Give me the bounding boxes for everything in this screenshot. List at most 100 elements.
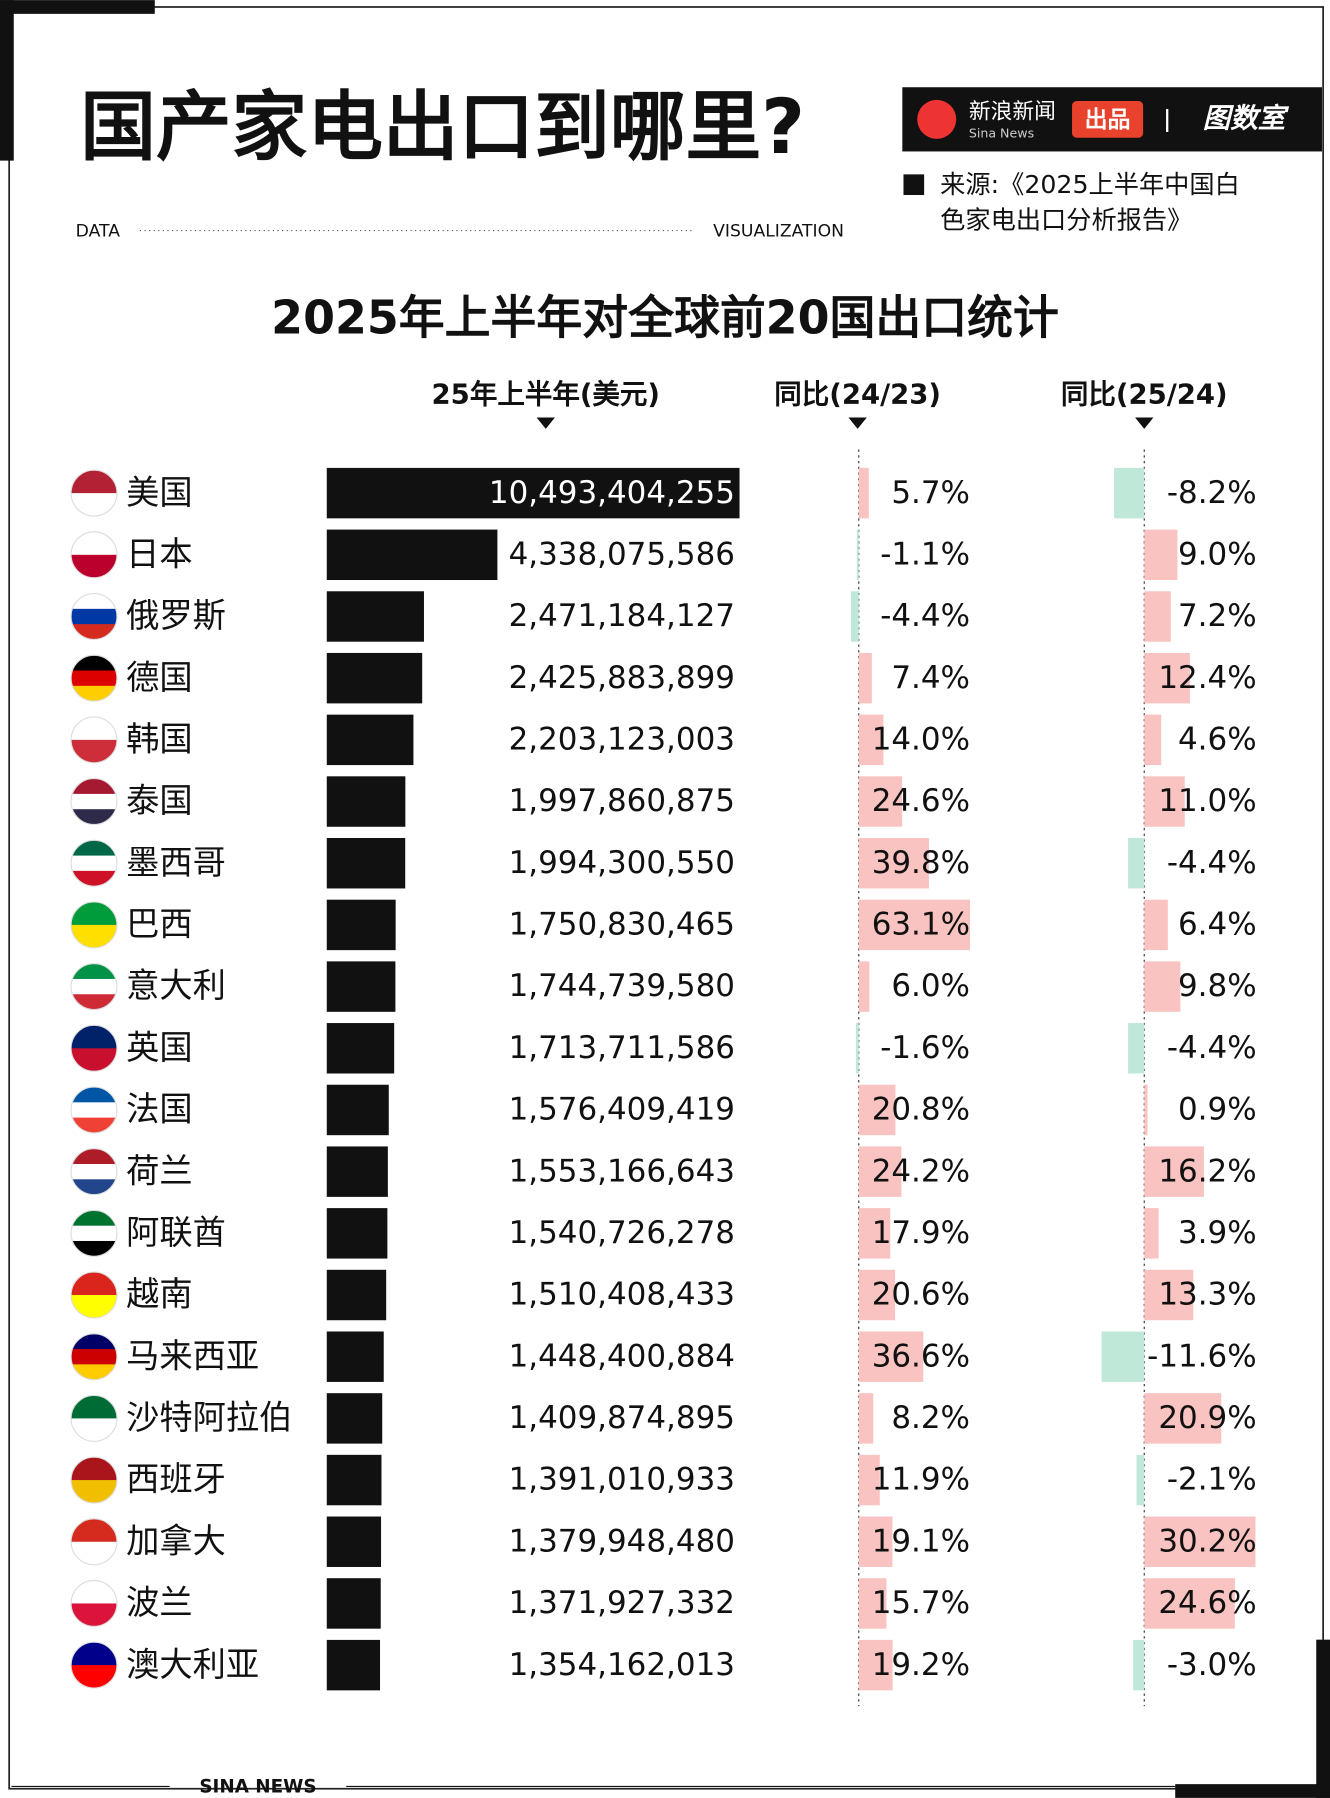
value-label: 63.1% xyxy=(872,907,970,943)
bar xyxy=(326,467,740,519)
flag-stripe xyxy=(71,670,117,687)
tag: DATA xyxy=(76,222,121,242)
value-label: 6.4% xyxy=(1178,907,1257,943)
brand-logo xyxy=(917,99,957,139)
flag-ring xyxy=(70,1456,118,1504)
bar xyxy=(1133,1639,1145,1691)
bar xyxy=(1144,529,1178,581)
value-label: 13.3% xyxy=(1158,1277,1256,1313)
value-label: 7.2% xyxy=(1178,598,1257,634)
value-label: 1,750,830,465 xyxy=(509,907,735,943)
value-label: 4,338,075,586 xyxy=(509,536,735,572)
category-label: 澳大利亚 xyxy=(126,1645,259,1684)
category-label: 波兰 xyxy=(126,1583,193,1622)
bar xyxy=(326,1639,381,1691)
value-label: 14.0% xyxy=(872,722,970,758)
produced: 出品 xyxy=(1085,107,1131,133)
bar xyxy=(1144,1516,1256,1567)
value-label: 1,379,948,480 xyxy=(509,1523,735,1559)
bar xyxy=(1144,652,1190,704)
value-label: 3.9% xyxy=(1178,1215,1257,1251)
flag-stripe xyxy=(71,1102,117,1119)
value-label: 24.6% xyxy=(872,783,970,819)
flag-ring xyxy=(70,1579,118,1627)
flag-stripe xyxy=(71,1048,117,1072)
value-label: 1,997,860,875 xyxy=(509,783,735,819)
flag-stripe xyxy=(71,608,117,625)
bar xyxy=(858,1269,896,1321)
bar xyxy=(326,1331,384,1382)
flag-stripe xyxy=(71,1333,117,1350)
header-arrow xyxy=(848,417,867,429)
flag-stripe xyxy=(71,1364,117,1380)
flag-stripe xyxy=(71,1642,117,1666)
value-label: 16.2% xyxy=(1158,1153,1256,1189)
flag-stripe xyxy=(71,1295,117,1318)
flag-ring xyxy=(70,654,118,702)
bar xyxy=(326,1393,383,1444)
value-label: 0.9% xyxy=(1178,1092,1257,1128)
footer: SINA NEWS xyxy=(199,1777,316,1798)
value-label: 39.8% xyxy=(872,845,970,881)
value-label: -1.6% xyxy=(880,1030,970,1066)
category-label: 德国 xyxy=(126,658,193,697)
bar xyxy=(1128,1023,1145,1074)
bar xyxy=(1144,899,1168,951)
flag-stripe xyxy=(71,1480,117,1504)
value-label: 1,994,300,550 xyxy=(509,845,735,881)
flag-stripe xyxy=(71,1117,117,1133)
value-label: 36.6% xyxy=(872,1338,970,1374)
flag-ring xyxy=(70,1641,118,1689)
category-label: 日本 xyxy=(126,534,193,573)
bar xyxy=(858,1208,891,1259)
value-label: 19.1% xyxy=(872,1523,970,1559)
flag-ring xyxy=(70,1024,118,1072)
value-label: 7.4% xyxy=(891,660,970,696)
value-label: -11.6% xyxy=(1147,1338,1256,1374)
category-label: 巴西 xyxy=(126,905,193,944)
value-label: -4.4% xyxy=(880,598,970,634)
flag-stripe xyxy=(71,855,117,872)
bar xyxy=(326,1208,388,1259)
column-header: 25年上半年(美元) xyxy=(432,379,660,411)
bar xyxy=(858,776,903,827)
category-label: 墨西哥 xyxy=(126,843,226,882)
flag-stripe xyxy=(71,963,117,980)
flag-ring xyxy=(70,1333,118,1381)
value-label: 1,371,927,332 xyxy=(509,1585,735,1621)
value-label: 11.9% xyxy=(872,1462,970,1498)
bar xyxy=(858,899,970,951)
flag-ring xyxy=(70,778,118,826)
bar xyxy=(858,1454,880,1506)
category-label: 法国 xyxy=(126,1090,193,1129)
flag-ring xyxy=(70,1394,118,1442)
bar xyxy=(1144,1269,1194,1321)
flag-stripe xyxy=(71,1541,117,1565)
bar xyxy=(1144,714,1162,766)
flag-stripe xyxy=(71,1240,117,1257)
frame xyxy=(8,6,1324,1790)
bar xyxy=(1144,961,1181,1012)
category-label: 越南 xyxy=(126,1275,193,1314)
chart-title: 2025年上半年对全球前20国出口统计 xyxy=(271,291,1059,345)
flag-ring xyxy=(70,1271,118,1319)
category-label: 俄罗斯 xyxy=(126,596,226,635)
category-label: 阿联酋 xyxy=(126,1213,226,1252)
value-label: 24.6% xyxy=(1158,1585,1256,1621)
bar xyxy=(326,591,424,642)
flag-stripe xyxy=(71,531,117,556)
value-label: 1,540,726,278 xyxy=(509,1215,735,1251)
category-label: 泰国 xyxy=(126,781,193,820)
flag-stripe xyxy=(71,1210,117,1227)
flag-ring xyxy=(70,1148,118,1196)
flag-stripe xyxy=(71,1025,117,1049)
title: 国产家电出口到哪里? xyxy=(80,83,805,171)
category-label: 沙特阿拉伯 xyxy=(126,1398,292,1437)
flag-stripe xyxy=(71,1225,117,1242)
bar xyxy=(326,1269,387,1321)
flag-stripe xyxy=(71,778,117,795)
flag-stripe xyxy=(71,470,117,494)
flag-stripe xyxy=(71,1418,117,1442)
flag-stripe xyxy=(71,685,117,702)
